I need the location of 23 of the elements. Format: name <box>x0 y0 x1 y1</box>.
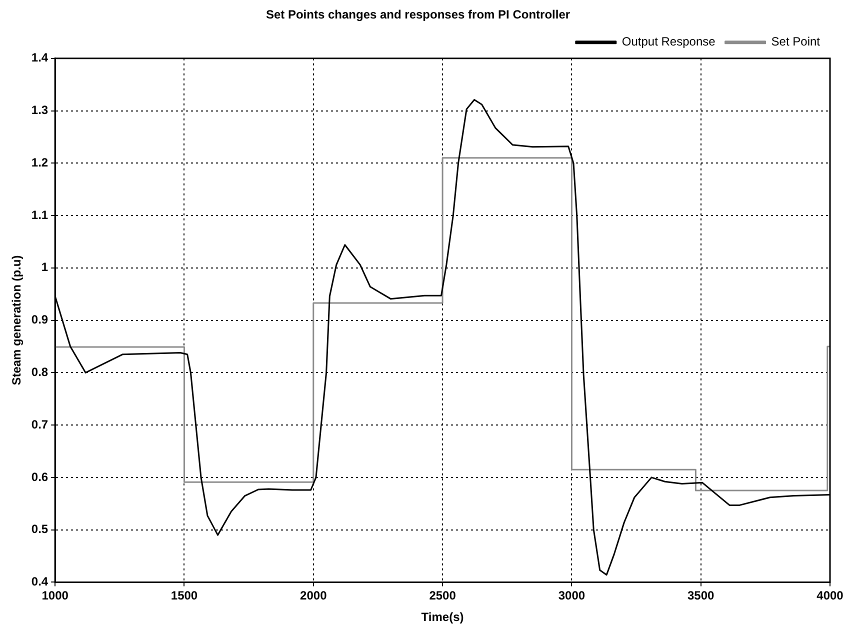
x-tick-label: 3000 <box>558 588 586 603</box>
x-tick-label: 1000 <box>42 588 69 603</box>
x-tick-label: 4000 <box>816 588 844 603</box>
y-tick-label: 0.7 <box>31 417 48 432</box>
x-tick-label: 1500 <box>170 588 198 603</box>
chart-title: Set Points changes and responses from PI Controller <box>266 8 570 22</box>
legend-label: Set Point <box>771 34 821 49</box>
y-tick-label: 1.3 <box>31 103 48 118</box>
y-axis-title: Steam generation (p.u) <box>10 255 24 386</box>
y-tick-label: 0.9 <box>31 312 48 327</box>
x-tick-label: 2500 <box>429 588 456 603</box>
y-tick-label: 1.4 <box>31 50 48 65</box>
y-tick-label: 1.1 <box>31 208 48 222</box>
y-tick-label: 0.5 <box>31 522 48 536</box>
y-tick-label: 0.4 <box>31 574 48 589</box>
y-tick-label: 1.2 <box>31 155 48 170</box>
x-tick-label: 3500 <box>687 588 715 603</box>
y-tick-label: 0.6 <box>31 470 48 484</box>
legend-label: Output Response <box>622 34 716 49</box>
x-axis-title: Time(s) <box>421 610 464 624</box>
y-tick-label: 0.8 <box>31 364 48 379</box>
y-tick-label: 1 <box>41 260 48 274</box>
x-tick-label: 2000 <box>300 588 328 603</box>
